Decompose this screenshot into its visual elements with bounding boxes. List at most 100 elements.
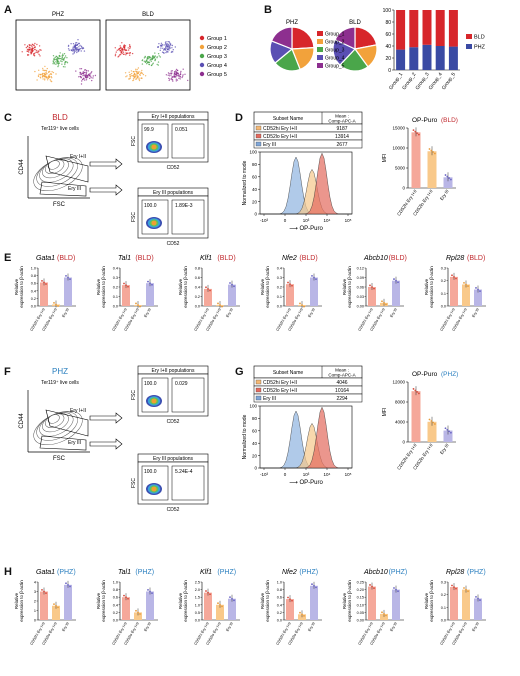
data-point <box>315 586 317 589</box>
data-point <box>43 590 45 593</box>
data-point <box>229 282 231 284</box>
umap-point <box>44 73 46 75</box>
umap-point <box>56 59 58 62</box>
umap-point <box>90 75 92 78</box>
mfi-bar <box>427 421 437 442</box>
expression-bar <box>40 591 48 620</box>
gene-tag: (BLD) <box>299 255 317 262</box>
x-tick-label: Group_5 <box>441 72 457 92</box>
umap-point <box>167 41 169 43</box>
gene-name: Klf1 <box>200 255 212 262</box>
data-point <box>393 278 395 280</box>
umap-point <box>129 76 131 78</box>
umap-point <box>42 67 44 70</box>
umap-point <box>175 68 178 71</box>
y-tick-label: 0.2 <box>441 593 446 597</box>
gene-tag: (PHZ) <box>299 569 318 576</box>
data-point <box>434 152 436 155</box>
subplot-title: Ery III populations <box>153 456 194 462</box>
umap-point <box>56 56 59 58</box>
umap-point <box>24 44 26 46</box>
umap-point <box>170 51 173 53</box>
y-axis-label: FSC <box>131 390 137 400</box>
umap-title-phz: PHZ <box>52 12 64 18</box>
data-point <box>450 431 452 434</box>
umap-point <box>161 45 163 47</box>
data-point <box>45 283 47 285</box>
umap-point <box>88 74 90 76</box>
data-point <box>313 276 315 279</box>
y-tick-label: 20 <box>385 56 391 62</box>
umap-point <box>156 63 158 66</box>
data-point <box>428 148 431 150</box>
umap-point <box>150 60 152 62</box>
umap-point <box>55 58 58 60</box>
row-value: 2677 <box>336 142 347 148</box>
data-point <box>207 288 209 290</box>
expression-bar <box>52 605 60 620</box>
bar-title-tag: (BLD) <box>441 117 458 124</box>
gene-name: Abcb10 <box>363 255 388 262</box>
umap-point <box>171 78 173 81</box>
gene-name: Tal1 <box>118 255 131 262</box>
legend-swatch <box>466 44 472 49</box>
umap-point <box>156 57 158 59</box>
y-tick-label: 20 <box>252 453 258 458</box>
expression-bar <box>474 598 482 620</box>
y-axis-label: Relative <box>424 592 429 609</box>
x-axis-label: FSC <box>53 202 66 208</box>
y-tick-label: 8000 <box>395 400 406 405</box>
y-tick-label: 0.8 <box>277 588 282 592</box>
umap-point <box>55 63 57 65</box>
umap-point <box>119 53 122 56</box>
data-point <box>207 591 209 594</box>
y-tick-label: 0.10 <box>357 603 364 607</box>
x-tick-label: Ery III <box>61 308 69 319</box>
gene-tag: (PHZ) <box>217 569 236 576</box>
gene-name: Rpl28 <box>446 255 464 262</box>
umap-point <box>133 72 136 75</box>
row-swatch <box>255 141 262 147</box>
data-point <box>217 302 219 305</box>
umap-point <box>172 76 175 78</box>
umap-point <box>187 79 189 82</box>
y-axis-label: Relative <box>260 278 265 295</box>
data-point <box>151 283 153 286</box>
umap-point <box>87 70 90 72</box>
data-point <box>233 285 235 288</box>
umap-point <box>39 55 41 57</box>
pie-title-bld: BLD <box>349 20 361 26</box>
pie-chart-bld <box>332 26 378 72</box>
umap-point <box>78 48 80 50</box>
y-tick-label: 0 <box>254 466 257 471</box>
legend-label: BLD <box>474 35 485 41</box>
umap-point <box>168 79 170 82</box>
panel-label-f: F <box>4 366 11 378</box>
y-axis-label: Relative <box>14 278 19 295</box>
umap-point <box>143 60 145 62</box>
y-axis-label: Relative <box>424 278 429 295</box>
umap-point <box>82 72 85 75</box>
umap-point <box>67 44 70 47</box>
x-tick-label: Ery III <box>307 308 315 319</box>
umap-point <box>179 73 182 76</box>
x-tick-label: 0 <box>284 472 287 477</box>
expression-bar <box>64 277 72 306</box>
subplot-title: Ery III populations <box>153 190 194 196</box>
umap-point <box>165 47 167 50</box>
expression-bar <box>368 586 376 620</box>
expression-bar <box>204 288 212 306</box>
umap-point <box>58 57 60 59</box>
umap-point <box>129 52 131 54</box>
mfi-bar <box>443 177 453 188</box>
data-point <box>125 596 127 599</box>
row-value: 10164 <box>335 388 349 394</box>
data-point <box>385 614 387 617</box>
umap-point <box>175 73 177 76</box>
x-tick-label: Ery III <box>471 622 479 633</box>
data-point <box>291 599 293 602</box>
data-point <box>287 281 289 284</box>
umap-point <box>52 63 54 65</box>
umap-point <box>63 53 66 55</box>
data-point <box>416 391 418 393</box>
